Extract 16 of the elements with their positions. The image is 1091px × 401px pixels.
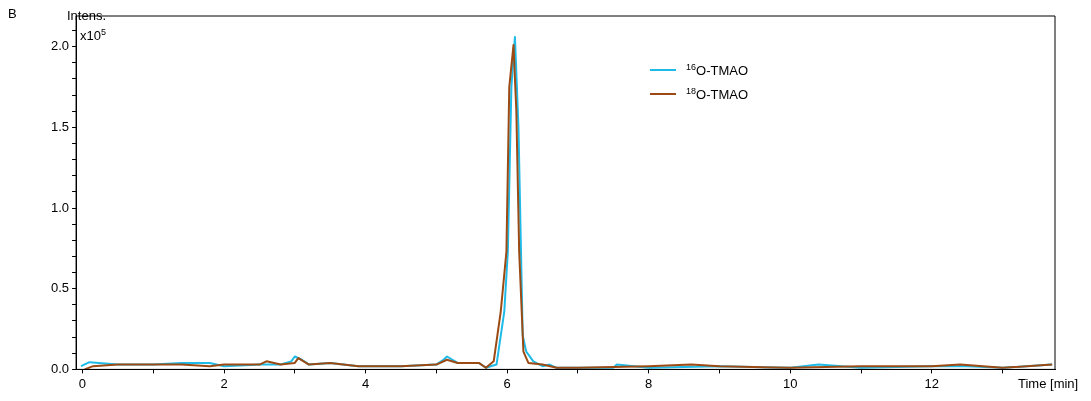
y-tick-label: 2.0 bbox=[50, 38, 70, 54]
x-tick-label: 2 bbox=[220, 375, 228, 391]
legend-label: $^{16}$O-TMAO bbox=[686, 62, 749, 79]
y-tick-label: 1.0 bbox=[50, 199, 70, 215]
x-tick-label: 12 bbox=[924, 375, 940, 391]
x-tick-label: 6 bbox=[503, 375, 511, 391]
legend-label: $^{18}$O-TMAO bbox=[686, 86, 749, 103]
x-tick-label: 10 bbox=[783, 375, 798, 391]
y-tick-label: 0.5 bbox=[50, 280, 70, 296]
x-axis-title: Time [min] bbox=[1018, 376, 1079, 391]
chart-title: B bbox=[8, 6, 17, 21]
x-tick-label: 0 bbox=[78, 375, 87, 391]
x-tick-label: 4 bbox=[361, 375, 370, 391]
x-tick-label: 8 bbox=[645, 375, 653, 391]
y-tick-label: 0.0 bbox=[50, 360, 70, 376]
y-tick-label: 1.5 bbox=[50, 118, 70, 134]
